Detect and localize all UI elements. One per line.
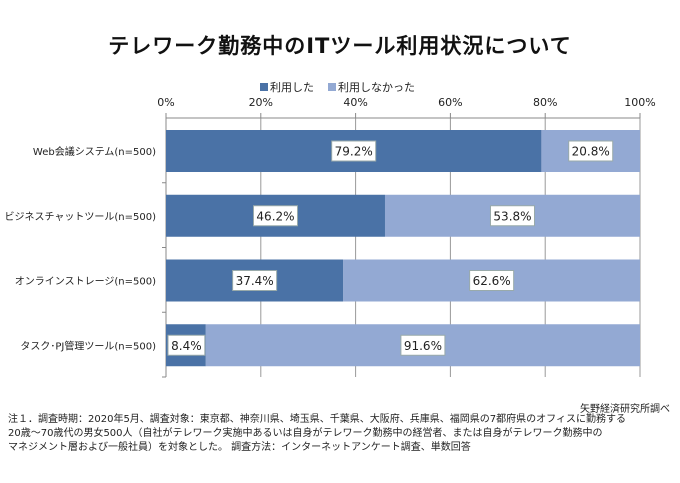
data-label-box [232, 270, 278, 291]
x-tick-label: 20% [249, 96, 273, 109]
x-tick-label: 80% [533, 96, 557, 109]
data-label: 91.6% [404, 339, 442, 353]
data-label-box [469, 270, 515, 291]
data-label: 62.6% [473, 274, 511, 288]
chart-title: テレワーク勤務中のITツール利用状況について [108, 34, 572, 58]
category-label: タスク･PJ管理ツール(n=500) [20, 339, 156, 352]
data-label-box [167, 334, 206, 356]
data-label: 53.8% [493, 209, 531, 223]
x-tick-label: 100% [624, 96, 655, 109]
data-label: 8.4% [171, 339, 202, 353]
legend-item-not-used: 利用しなかった [328, 79, 415, 95]
x-tick-label: 0% [157, 96, 174, 109]
data-label: 37.4% [236, 274, 274, 288]
legend-swatch [260, 83, 268, 91]
x-tick-label: 40% [343, 96, 367, 109]
category-label: ビジネスチャットツール(n=500) [4, 211, 156, 223]
data-label-box [331, 140, 377, 162]
category-label: Web会議システム(n=500) [33, 145, 156, 158]
data-label-box [489, 205, 535, 227]
data-label-box [568, 140, 614, 162]
footnotes: 注１．調査時期：2020年5月、調査対象：東京都、神奈川県、埼玉県、千葉県、大阪… [8, 413, 626, 455]
category-label: オンラインストレージ(n=500) [15, 276, 156, 288]
x-tick-label: 60% [438, 96, 462, 109]
source-note: 矢野経済研究所調べ [580, 404, 670, 415]
footnote-line: 20歳～70歳代の男女500人（自社がテレワーク実施中あるいは自身がテレワーク勤… [8, 428, 603, 439]
legend-label: 利用した [270, 81, 314, 94]
data-label-box [400, 334, 446, 356]
legend-label: 利用しなかった [338, 81, 415, 94]
legend-swatch [328, 83, 336, 91]
legend-item-used: 利用した [260, 79, 314, 95]
data-label: 79.2% [335, 145, 373, 159]
footnote-line: 注１．調査時期：2020年5月、調査対象：東京都、神奈川県、埼玉県、千葉県、大阪… [8, 414, 626, 425]
plot-area: 0% 20% 40% 60% 80% 100% Web会議システム(n=500) 79.2% 2… [4, 96, 656, 378]
footnote-line: マネジメント層および一般社員）を対象とした。 調査方法：インターネットアンケート… [8, 442, 471, 453]
legend: 利用した 利用しなかった [260, 79, 415, 95]
data-label: 20.8% [572, 145, 610, 159]
data-label-box [252, 205, 298, 227]
data-label: 46.2% [256, 209, 294, 223]
